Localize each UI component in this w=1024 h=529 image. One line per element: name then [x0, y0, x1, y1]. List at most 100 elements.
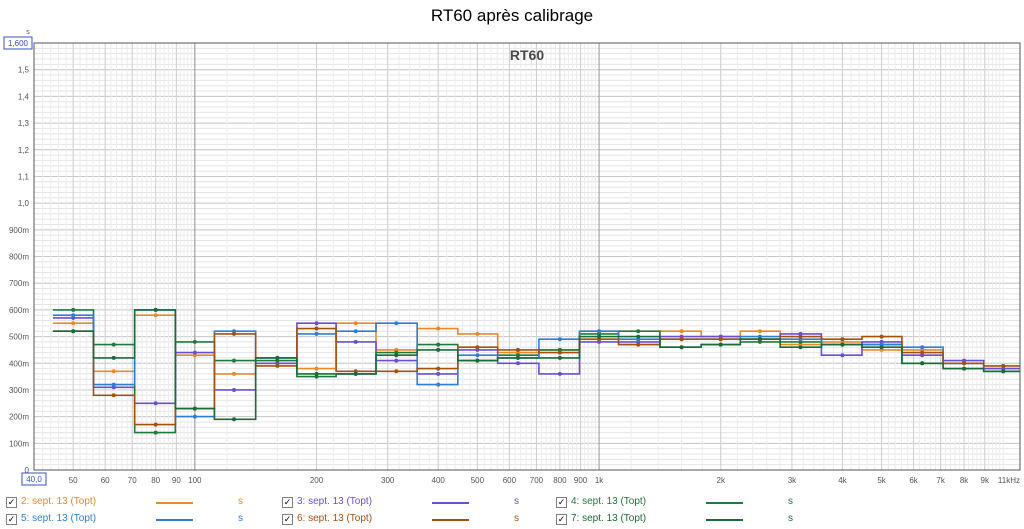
- series-point-6: [71, 329, 76, 334]
- legend-swatch: [706, 502, 743, 504]
- x-tick-label: 70: [128, 476, 137, 485]
- x-min-box: [21, 472, 47, 486]
- series-point-5: [153, 422, 158, 427]
- legend-swatch: [432, 502, 469, 504]
- legend-label: 7: sept. 13 (Topt): [571, 513, 647, 524]
- x-tick-label: 400: [432, 476, 446, 485]
- legend-label: 5: sept. 13 (Topt): [21, 513, 97, 524]
- chart-area: 0 100m 200m 300m 400m 500m 600m 700m 800m 900m 1,0…: [3, 29, 1021, 486]
- series-point-3: [153, 430, 158, 435]
- y-unit-label: s: [26, 29, 30, 36]
- y-tick-label: 700m: [9, 279, 29, 288]
- series-point-6: [314, 371, 319, 376]
- legend-label: 3: sept. 13 (Topt): [297, 496, 373, 507]
- series-point-5: [636, 342, 641, 347]
- y-tick-label: 400m: [9, 359, 29, 368]
- series-point-2: [353, 339, 358, 344]
- series-point-2: [232, 387, 237, 392]
- legend-item: ✓ 5: sept. 13 (Topt) s: [6, 513, 276, 529]
- x-tick-label: 7k: [936, 476, 945, 485]
- x-tick-label: 11kHz: [998, 476, 1020, 485]
- series-point-6: [515, 355, 520, 360]
- series-point-5: [394, 369, 399, 374]
- x-tick-label: 100: [188, 476, 202, 485]
- x-tick-label: 6k: [909, 476, 918, 485]
- series-line-5: [52, 327, 1020, 426]
- series-point-1: [475, 331, 480, 336]
- series-point-1: [436, 326, 441, 331]
- series-point-4: [71, 313, 76, 318]
- series-point-6: [153, 307, 158, 312]
- legend-unit: s: [514, 513, 519, 524]
- y-tick-label: 1,5: [18, 66, 30, 75]
- x-tick-label: 300: [381, 476, 395, 485]
- series-point-4: [597, 329, 602, 334]
- series-point-6: [962, 366, 967, 371]
- legend-swatch: [156, 502, 193, 504]
- series-point-5: [718, 337, 723, 342]
- plot-label: RT60: [510, 47, 544, 63]
- legend-swatch: [432, 519, 469, 521]
- series-point-1: [353, 321, 358, 326]
- series-point-3: [111, 342, 116, 347]
- legend-checkbox[interactable]: ✓: [282, 497, 293, 508]
- series-point-5: [515, 347, 520, 352]
- series-point-5: [679, 337, 684, 342]
- series-point-5: [111, 393, 116, 398]
- series-point-2: [840, 353, 845, 358]
- series-point-5: [879, 334, 884, 339]
- series-point-5: [232, 331, 237, 336]
- series-point-5: [475, 345, 480, 350]
- x-tick-label: 5k: [877, 476, 886, 485]
- series-point-5: [436, 366, 441, 371]
- series-point-3: [71, 307, 76, 312]
- y-tick-label: 1,1: [18, 172, 30, 181]
- x-tick-label: 200: [310, 476, 324, 485]
- y-tick-label: 900m: [9, 226, 29, 235]
- x-tick-label: 1k: [595, 476, 604, 485]
- series-point-2: [192, 350, 197, 355]
- legend-checkbox[interactable]: ✓: [556, 497, 567, 508]
- series-point-6: [436, 347, 441, 352]
- y-tick-label: 100m: [9, 439, 29, 448]
- legend-label: 6: sept. 13 (Topt): [297, 513, 373, 524]
- series-point-3: [232, 358, 237, 363]
- series-point-1: [71, 321, 76, 326]
- legend-checkbox[interactable]: ✓: [282, 514, 293, 525]
- legend-checkbox[interactable]: ✓: [6, 497, 17, 508]
- series-point-2: [153, 401, 158, 406]
- series-point-4: [475, 353, 480, 358]
- series-point-4: [111, 382, 116, 387]
- x-tick-label: 9k: [981, 476, 990, 485]
- series-point-5: [275, 363, 280, 368]
- y-max-box: [3, 36, 33, 50]
- x-tick-label: 900: [574, 476, 588, 485]
- series-point-5: [557, 350, 562, 355]
- series-point-3: [436, 342, 441, 347]
- x-tick-label: 600: [503, 476, 517, 485]
- legend-unit: s: [238, 513, 243, 524]
- series-point-6: [679, 345, 684, 350]
- series-point-6: [1001, 369, 1006, 374]
- y-tick-label: 300m: [9, 386, 29, 395]
- legend-item: ✓ 3: sept. 13 (Topt) s: [282, 496, 552, 512]
- legend-item: ✓ 6: sept. 13 (Topt) s: [282, 513, 552, 529]
- series-point-5: [962, 361, 967, 366]
- y-tick-label: 1,3: [18, 119, 30, 128]
- series-point-2: [436, 371, 441, 376]
- series-point-4: [192, 414, 197, 419]
- x-tick-label: 90: [172, 476, 181, 485]
- series-point-6: [597, 334, 602, 339]
- series-point-2: [515, 361, 520, 366]
- legend-swatch: [706, 519, 743, 521]
- series-point-6: [232, 417, 237, 422]
- series-point-6: [394, 353, 399, 358]
- legend-label: 2: sept. 13 (Topt): [21, 496, 97, 507]
- x-tick-label: 60: [101, 476, 110, 485]
- y-tick-label: 1,4: [18, 92, 30, 101]
- series-point-1: [111, 369, 116, 374]
- legend-checkbox[interactable]: ✓: [556, 514, 567, 525]
- legend-checkbox[interactable]: ✓: [6, 514, 17, 525]
- legend-label: 4: sept. 13 (Topt): [571, 496, 647, 507]
- y-tick-label: 0: [25, 466, 30, 475]
